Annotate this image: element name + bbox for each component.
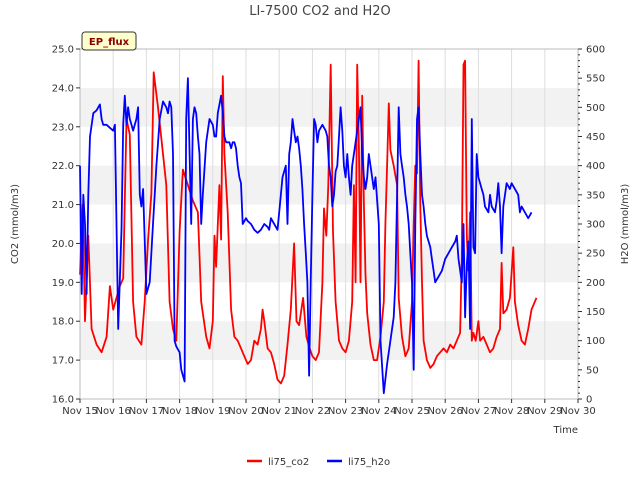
right-tick-label: 100 [586, 336, 605, 347]
legend-label-co2: li75_co2 [268, 457, 309, 468]
series-line-li75_h2o [79, 77, 533, 395]
left-tick-label: 22.0 [52, 161, 74, 172]
left-tick-label: 21.0 [52, 200, 74, 211]
left-axis-title: CO2 (mmol/m3) [10, 184, 21, 264]
right-tick-label: 600 [586, 45, 605, 56]
legend: li75_co2 li75_h2o [247, 457, 390, 468]
x-tick-label: Nov 19 [195, 406, 230, 417]
x-axis-title: Time [553, 425, 578, 436]
right-tick-label: 50 [586, 365, 599, 376]
ep-flux-badge: EP_flux [81, 31, 137, 51]
x-tick-label: Nov 22 [295, 406, 330, 417]
right-tick-label: 300 [586, 220, 605, 231]
right-tick-label: 500 [586, 103, 605, 114]
chart-title: LI-7500 CO2 and H2O [249, 4, 391, 19]
x-tick-label: Nov 23 [328, 406, 363, 417]
right-axis-title: H2O (mmol/m3) [620, 184, 631, 265]
right-axis-ticks: 0 50 100 150 200 250 300 350 400 450 500 550 600 [578, 45, 605, 406]
x-tick-label: Nov 28 [494, 406, 529, 417]
right-tick-label: 0 [586, 395, 592, 406]
x-tick-label: Nov 26 [427, 406, 462, 417]
left-tick-label: 18.0 [52, 317, 74, 328]
x-tick-label: Nov 15 [62, 406, 97, 417]
right-tick-label: 450 [586, 132, 605, 143]
left-axis-ticks: 16.0 17.0 18.0 19.0 20.0 21.0 22.0 23.0 24.0 25.0 [52, 45, 80, 406]
right-tick-label: 400 [586, 161, 605, 172]
background-band [80, 321, 578, 361]
right-tick-label: 350 [586, 190, 605, 201]
left-tick-label: 25.0 [52, 45, 74, 56]
x-tick-label: Nov 25 [394, 406, 429, 417]
left-tick-label: 23.0 [52, 122, 74, 133]
series-line-li75_co2 [79, 59, 538, 385]
x-tick-label: Nov 17 [129, 406, 164, 417]
x-tick-label: Nov 18 [162, 406, 197, 417]
x-tick-label: Nov 27 [461, 406, 496, 417]
left-tick-label: 16.0 [52, 395, 74, 406]
series-layer [79, 59, 538, 395]
badge-label: EP_flux [89, 37, 130, 48]
right-tick-label: 550 [586, 74, 605, 85]
legend-label-h2o: li75_h2o [348, 457, 390, 468]
right-tick-label: 250 [586, 249, 605, 260]
x-tick-label: Nov 29 [527, 406, 562, 417]
right-tick-label: 150 [586, 307, 605, 318]
x-tick-label: Nov 30 [560, 406, 595, 417]
left-tick-label: 17.0 [52, 356, 74, 367]
x-tick-label: Nov 20 [228, 406, 263, 417]
left-tick-label: 20.0 [52, 239, 74, 250]
x-tick-label: Nov 16 [95, 406, 130, 417]
right-tick-label: 200 [586, 278, 605, 289]
badge-box [81, 31, 137, 51]
left-tick-label: 24.0 [52, 83, 74, 94]
background-bands [80, 87, 578, 361]
x-tick-label: Nov 24 [361, 406, 396, 417]
background-band [80, 243, 578, 283]
left-tick-label: 19.0 [52, 278, 74, 289]
x-tick-label: Nov 21 [261, 406, 296, 417]
